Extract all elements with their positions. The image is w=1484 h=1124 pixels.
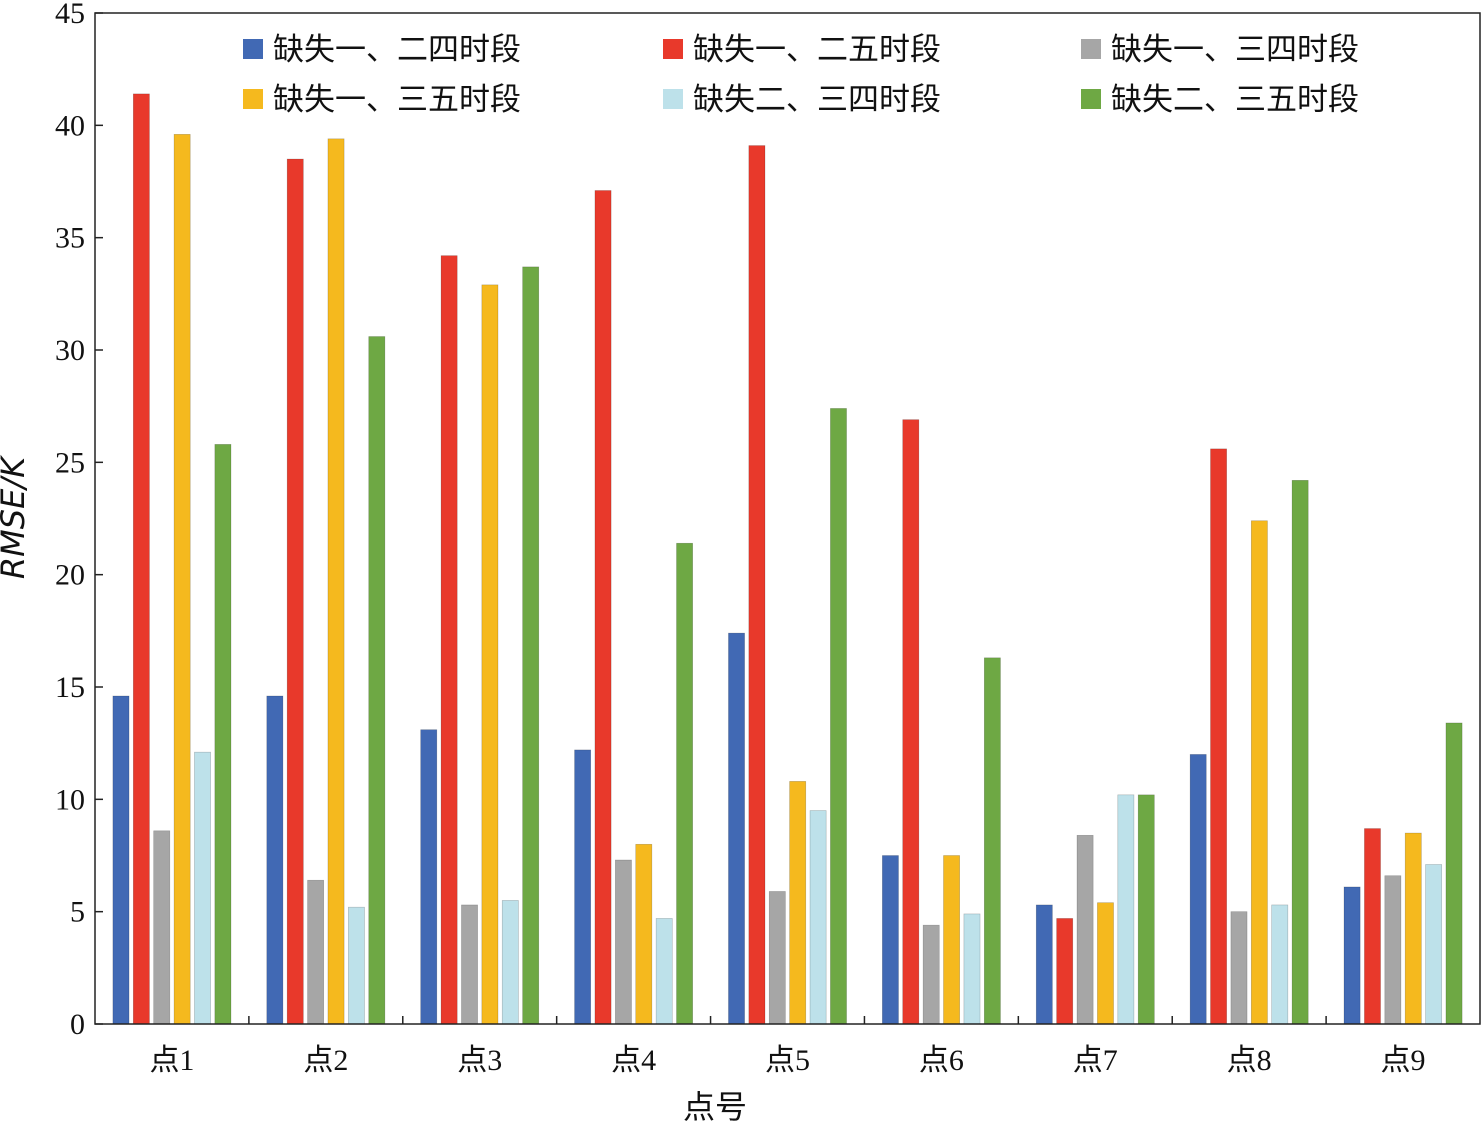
y-tick-label: 45	[55, 0, 85, 30]
y-tick-label: 30	[55, 334, 85, 367]
bar	[1189, 754, 1207, 1025]
legend-swatch	[663, 39, 683, 59]
y-tick-label: 25	[55, 446, 85, 479]
bars-layer	[112, 93, 1463, 1025]
bar	[655, 918, 673, 1025]
bar	[922, 924, 940, 1025]
bar	[768, 891, 786, 1025]
y-tick-label: 0	[70, 1008, 85, 1041]
x-tick-label: 点7	[1073, 1044, 1118, 1077]
bar	[830, 408, 847, 1025]
bar	[809, 810, 827, 1025]
bar	[1056, 918, 1074, 1025]
bar	[1404, 832, 1422, 1025]
bar	[1097, 902, 1114, 1025]
bar	[112, 695, 130, 1025]
y-tick-label: 40	[55, 109, 85, 142]
bar	[983, 657, 1001, 1025]
x-tick-label: 点6	[919, 1044, 964, 1077]
bar	[676, 542, 693, 1025]
x-tick-label: 点4	[611, 1044, 656, 1077]
bar	[461, 904, 478, 1025]
legend-label: 缺失一、二五时段	[693, 32, 941, 68]
x-tick-label: 点2	[303, 1044, 348, 1077]
legend-label: 缺失一、二四时段	[273, 32, 521, 68]
legend-label: 缺失二、三五时段	[1111, 82, 1359, 118]
bar	[286, 158, 304, 1025]
legend-label: 缺失二、三四时段	[693, 82, 941, 118]
bar	[1271, 904, 1289, 1025]
legend-swatch	[1081, 39, 1101, 59]
x-axis-title: 点号	[683, 1088, 747, 1124]
bar	[1117, 794, 1135, 1025]
bar	[574, 749, 592, 1025]
y-axis-title: RMSE/K	[0, 454, 32, 579]
bar	[501, 900, 519, 1025]
x-tick-label: 点1	[149, 1044, 194, 1077]
bar	[943, 855, 960, 1025]
bar	[1445, 722, 1463, 1025]
bar	[1230, 911, 1248, 1025]
bar	[153, 830, 171, 1025]
bar	[194, 751, 211, 1025]
legend-swatch	[1081, 89, 1101, 109]
x-tick-label: 点8	[1227, 1044, 1272, 1077]
bar	[440, 255, 458, 1025]
y-tick-label: 35	[55, 222, 85, 255]
bar	[307, 879, 325, 1025]
bar	[420, 729, 438, 1025]
x-axis: 点1 点2 点3 点4 点5 点6 点7 点8 点9	[149, 1016, 1426, 1077]
legend-swatch	[243, 89, 263, 109]
legend-label: 缺失一、三四时段	[1111, 32, 1359, 68]
bar	[368, 336, 386, 1025]
bar	[1425, 864, 1443, 1025]
bar	[1137, 794, 1155, 1025]
y-tick-label: 5	[70, 896, 85, 929]
bar	[1384, 875, 1402, 1025]
bar	[902, 419, 920, 1025]
bar	[1076, 834, 1094, 1025]
bar	[173, 134, 191, 1025]
bar	[214, 444, 232, 1025]
bar	[748, 145, 766, 1025]
y-tick-label: 10	[55, 783, 85, 816]
bar	[327, 138, 345, 1025]
bar	[348, 906, 365, 1025]
bar	[615, 859, 632, 1025]
bar	[882, 855, 899, 1025]
bar	[635, 843, 653, 1025]
bar	[1364, 828, 1381, 1025]
legend-label: 缺失一、三五时段	[273, 82, 521, 118]
bar	[132, 93, 150, 1025]
x-tick-label: 点5	[765, 1044, 810, 1077]
bar	[1250, 520, 1268, 1025]
x-tick-label: 点3	[457, 1044, 502, 1077]
bar	[963, 913, 981, 1025]
bar	[522, 266, 540, 1025]
legend-swatch	[243, 39, 263, 59]
bar	[789, 781, 807, 1025]
bar	[1035, 904, 1053, 1025]
x-tick-label: 点9	[1381, 1044, 1426, 1077]
y-tick-label: 20	[55, 559, 85, 592]
bar	[1343, 886, 1361, 1025]
bar	[266, 695, 284, 1025]
y-tick-label: 15	[55, 671, 85, 704]
y-axis: 0 5 10 15 20 25 30 35 40 45	[55, 0, 103, 1041]
bar	[1210, 448, 1227, 1025]
bar	[1291, 480, 1309, 1025]
legend-swatch	[663, 89, 683, 109]
bar	[594, 190, 612, 1025]
bar	[481, 284, 499, 1025]
bar	[728, 632, 745, 1025]
plot-frame	[94, 12, 1481, 1025]
